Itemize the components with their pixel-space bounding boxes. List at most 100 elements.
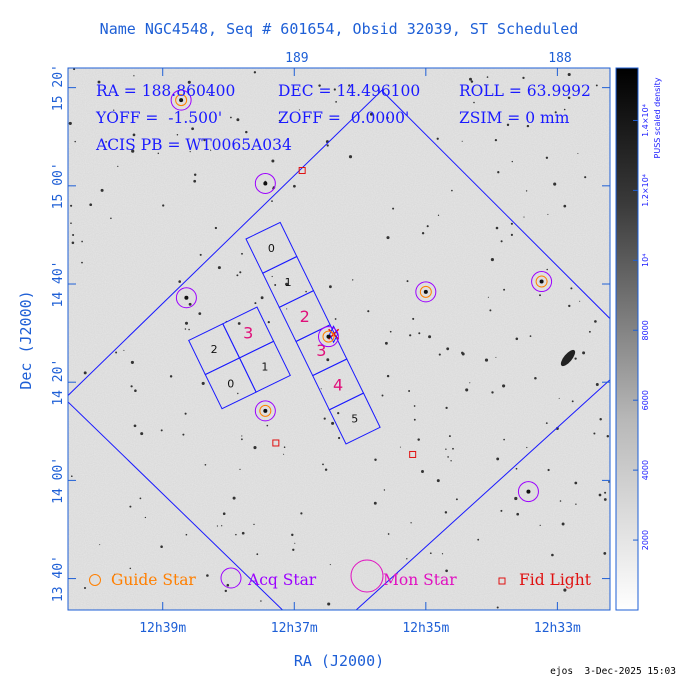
background-star [428, 335, 432, 339]
background-star [399, 446, 401, 448]
background-star [335, 101, 337, 103]
footer-stamp: ejos 3-Dec-2025 15:03 [550, 666, 676, 677]
background-star [206, 574, 209, 577]
background-star [563, 588, 567, 592]
background-star [441, 553, 444, 555]
star-point [263, 408, 268, 413]
background-star [495, 356, 497, 358]
background-star [486, 76, 489, 78]
background-star [496, 457, 500, 461]
acq-star-marker [517, 481, 539, 503]
background-star [444, 511, 448, 514]
background-star [266, 424, 269, 427]
background-star [436, 137, 439, 140]
background-star [253, 523, 255, 526]
background-star [216, 525, 219, 527]
background-star [169, 375, 173, 378]
acq-star-marker [254, 400, 276, 422]
background-star [70, 475, 73, 478]
background-star [139, 497, 142, 500]
colorbar-tick-label: 1.4×10⁴ [641, 104, 650, 137]
background-star [71, 241, 75, 245]
background-star [448, 435, 451, 438]
acis-s-chip-label: 2 [300, 307, 310, 326]
background-star [570, 287, 573, 290]
background-star [245, 130, 248, 134]
colorbar-tick-label: 6000 [641, 390, 650, 410]
background-star [291, 533, 294, 537]
background-star [392, 207, 395, 210]
colorbar-tick-label: 2000 [641, 530, 650, 550]
background-star [322, 463, 324, 466]
background-star [551, 553, 554, 557]
background-star [410, 522, 412, 524]
background-star [286, 308, 288, 310]
background-star [429, 552, 432, 555]
background-star [348, 84, 351, 87]
acq-star-marker [254, 172, 276, 194]
background-star [417, 438, 420, 441]
background-star [236, 118, 240, 122]
background-star [588, 330, 591, 333]
x-tick-label: 12h37m [271, 621, 318, 636]
background-star [406, 558, 408, 560]
background-star [451, 189, 453, 192]
acis-i-chip-3 [204, 357, 257, 410]
background-star [469, 77, 472, 81]
background-star [300, 512, 303, 515]
background-star [73, 68, 76, 71]
background-star [574, 481, 578, 485]
background-star [224, 589, 227, 593]
background-star [418, 332, 421, 335]
info-acis: ACIS PB = WT0065A034 [95, 136, 292, 154]
background-star [115, 351, 118, 354]
y-tick-label: 14 40' [51, 261, 66, 308]
guide-star-marker [259, 404, 272, 417]
background-star [70, 222, 72, 225]
fid-light-marker [409, 450, 417, 458]
background-star [210, 149, 212, 151]
background-star [494, 138, 498, 142]
info-roll: ROLL = 63.9992 [459, 82, 591, 100]
background-star [526, 446, 528, 449]
background-star [487, 296, 489, 298]
background-star [176, 134, 179, 136]
background-star [574, 357, 577, 360]
background-star [237, 392, 239, 395]
background-star [201, 381, 205, 385]
background-star [305, 290, 307, 293]
background-star [237, 322, 241, 325]
acis-i-chip-label: 0 [227, 377, 234, 390]
background-star [83, 371, 87, 375]
info-ra: RA = 188.860400 [96, 82, 235, 100]
background-star [81, 261, 83, 264]
background-star [450, 460, 452, 462]
background-star [271, 159, 275, 163]
background-star [74, 140, 76, 143]
background-star [577, 152, 579, 155]
background-star [584, 176, 587, 179]
background-star [144, 516, 147, 519]
background-star [604, 491, 607, 494]
background-star [534, 376, 537, 380]
background-star [189, 151, 191, 153]
acis-i-chip-label: 2 [211, 343, 218, 356]
background-star [510, 222, 513, 225]
background-star [253, 446, 257, 450]
top-tick-label: 189 [285, 51, 308, 66]
background-star [217, 266, 221, 270]
background-star [285, 282, 289, 286]
guide-star-marker [419, 285, 432, 298]
background-star [241, 531, 245, 535]
background-star [497, 171, 500, 174]
background-star [199, 253, 202, 256]
acis-s-chip-5 [328, 392, 381, 445]
background-star [495, 226, 499, 230]
background-star [204, 463, 207, 466]
colorbar-label: PUSS scaled density [653, 77, 662, 158]
legend-acq-label: Acq Star [247, 571, 317, 589]
background-star [529, 335, 532, 337]
background-star [421, 232, 425, 235]
